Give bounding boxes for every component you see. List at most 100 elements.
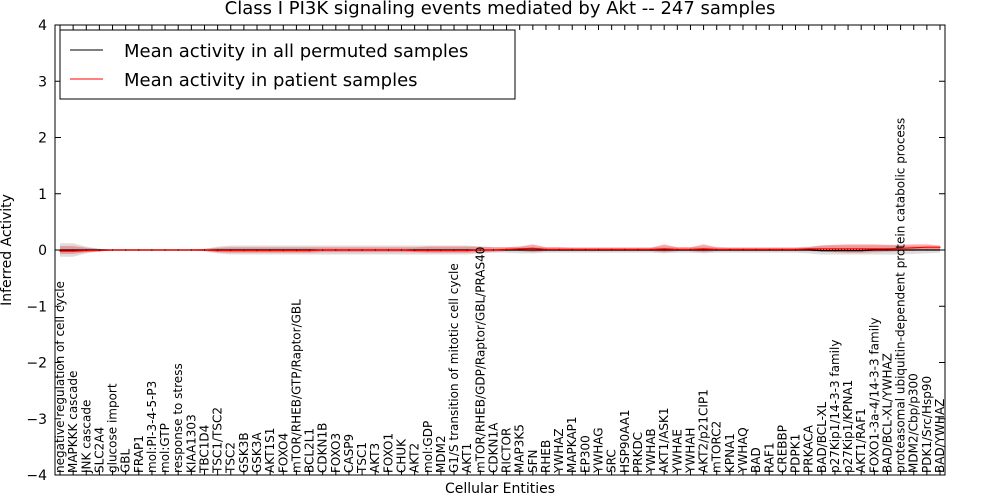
data-point-permuted xyxy=(98,249,100,251)
data-point-permuted xyxy=(506,249,508,251)
x-tick-label: PRKACA xyxy=(802,424,816,473)
data-point-permuted xyxy=(860,250,862,252)
x-tick-label: mTOR/RHEB/GTP/Raptor/GBL xyxy=(289,299,303,473)
data-point-permuted xyxy=(519,249,521,251)
x-axis-label: Cellular Entities xyxy=(445,481,555,497)
x-tick-label: CDKN1B xyxy=(316,423,330,473)
data-point-permuted xyxy=(663,249,665,251)
data-point-permuted xyxy=(873,249,875,251)
x-tick-label: mTOR/RHEB/GDP/Raptor/GBL/PRAS40 xyxy=(473,247,487,473)
x-tick-label: AKT1 xyxy=(460,443,474,473)
x-tick-label: SFN xyxy=(526,450,540,474)
x-tick-label: glucose import xyxy=(106,383,120,473)
data-point-permuted xyxy=(479,249,481,251)
data-point-permuted xyxy=(768,249,770,251)
data-point-permuted xyxy=(322,249,324,251)
x-tick-label: YWHAH xyxy=(683,428,697,474)
y-tick-label: 3 xyxy=(38,74,47,90)
x-tick-label: BAD/BCL-XL xyxy=(815,401,829,473)
data-point-patient xyxy=(532,247,534,249)
data-point-permuted xyxy=(794,249,797,251)
data-point-permuted xyxy=(230,249,232,251)
y-tick-label: −2 xyxy=(26,356,47,372)
data-point-permuted xyxy=(729,249,731,251)
x-tick-label: G1/S transition of mitotic cell cycle xyxy=(447,263,461,473)
data-point-patient xyxy=(913,247,915,249)
x-tick-label: FOXO1-3a-4/14-3-3 family xyxy=(867,318,881,474)
data-point-permuted xyxy=(624,249,626,251)
x-tick-label: MDM2 xyxy=(434,435,448,473)
data-point-permuted xyxy=(374,249,376,251)
data-point-patient xyxy=(821,248,823,250)
y-tick-label: −1 xyxy=(26,299,47,315)
data-point-permuted xyxy=(309,249,311,251)
data-point-permuted xyxy=(203,249,206,251)
x-tick-label: HSP90AA1 xyxy=(618,409,632,473)
x-tick-label: YWHAE xyxy=(670,429,684,474)
x-tick-label: CHUK xyxy=(395,438,409,473)
data-point-permuted xyxy=(545,249,547,251)
x-tick-label: BAD/BCL-XL/YWHAZ xyxy=(881,353,895,473)
data-point-permuted xyxy=(243,249,245,251)
x-tick-label: RAF1 xyxy=(762,442,776,473)
x-tick-label: TBC1D4 xyxy=(198,425,212,474)
x-tick-label: SLC2A4 xyxy=(92,427,106,473)
y-tick-label: −4 xyxy=(26,468,47,484)
data-point-permuted xyxy=(387,249,389,251)
x-tick-label: mol:GDP xyxy=(421,421,435,473)
data-point-permuted xyxy=(269,249,271,251)
data-point-permuted xyxy=(217,249,219,251)
data-point-permuted xyxy=(597,249,600,251)
data-point-permuted xyxy=(703,249,705,251)
data-point-patient xyxy=(939,246,941,248)
x-tick-label: RHEB xyxy=(539,440,553,473)
x-tick-label: GSK3A xyxy=(250,432,264,473)
data-point-permuted xyxy=(532,249,534,251)
data-point-permuted xyxy=(821,250,823,252)
data-point-permuted xyxy=(886,249,889,251)
data-point-patient xyxy=(860,248,862,250)
y-tick-label: 0 xyxy=(38,243,47,259)
data-point-permuted xyxy=(913,249,915,251)
data-point-patient xyxy=(703,248,705,250)
series-line-patient xyxy=(60,246,940,252)
y-tick-label: 1 xyxy=(38,187,47,203)
data-point-patient xyxy=(900,247,902,249)
data-point-patient xyxy=(886,248,889,250)
x-tick-label: negative regulation of cell cycle xyxy=(53,281,67,473)
x-tick-label: FOXO3 xyxy=(329,433,343,473)
y-tick-label: 2 xyxy=(38,131,47,147)
x-tick-label: p27Kip1/14-3-3 family xyxy=(828,340,842,473)
data-point-permuted xyxy=(111,249,114,251)
data-point-patient xyxy=(663,248,665,250)
data-point-permuted xyxy=(151,249,153,251)
legend: Mean activity in all permuted samples Me… xyxy=(59,29,516,100)
x-tick-label: YWHAG xyxy=(592,427,606,474)
x-tick-label: CASP9 xyxy=(342,434,356,473)
data-point-permuted xyxy=(689,249,692,251)
y-tick-label: 4 xyxy=(38,18,47,34)
x-tick-label: BAD xyxy=(749,447,763,473)
x-tick-label: JNK cascade xyxy=(79,400,93,474)
data-point-permuted xyxy=(834,250,836,252)
data-point-permuted xyxy=(453,249,455,251)
x-tick-label: AKT3 xyxy=(368,443,382,473)
x-tick-label: AKT1/RAF1 xyxy=(854,408,868,473)
x-tick-label: p27Kip1/KPNA1 xyxy=(841,380,855,473)
data-point-patient xyxy=(519,248,521,250)
x-tick-label: YWHAB xyxy=(644,428,658,474)
x-tick-label: MDM2/Cbp/p300 xyxy=(907,373,921,473)
data-point-permuted xyxy=(400,249,403,251)
data-point-permuted xyxy=(676,249,678,251)
x-tick-label: FOXO1 xyxy=(381,433,395,473)
data-point-permuted xyxy=(361,249,363,251)
chart-title: Class I PI3K signaling events mediated b… xyxy=(225,0,776,19)
data-point-permuted xyxy=(650,249,652,251)
data-point-permuted xyxy=(59,249,61,251)
x-tick-label: TSC1 xyxy=(355,442,369,474)
y-axis-label: Inferred Activity xyxy=(0,194,15,306)
x-tick-label: RICTOR xyxy=(500,428,514,473)
y-tick-label: −3 xyxy=(26,412,47,428)
x-tick-label: CDKN1A xyxy=(486,422,500,473)
data-point-patient xyxy=(808,248,810,250)
